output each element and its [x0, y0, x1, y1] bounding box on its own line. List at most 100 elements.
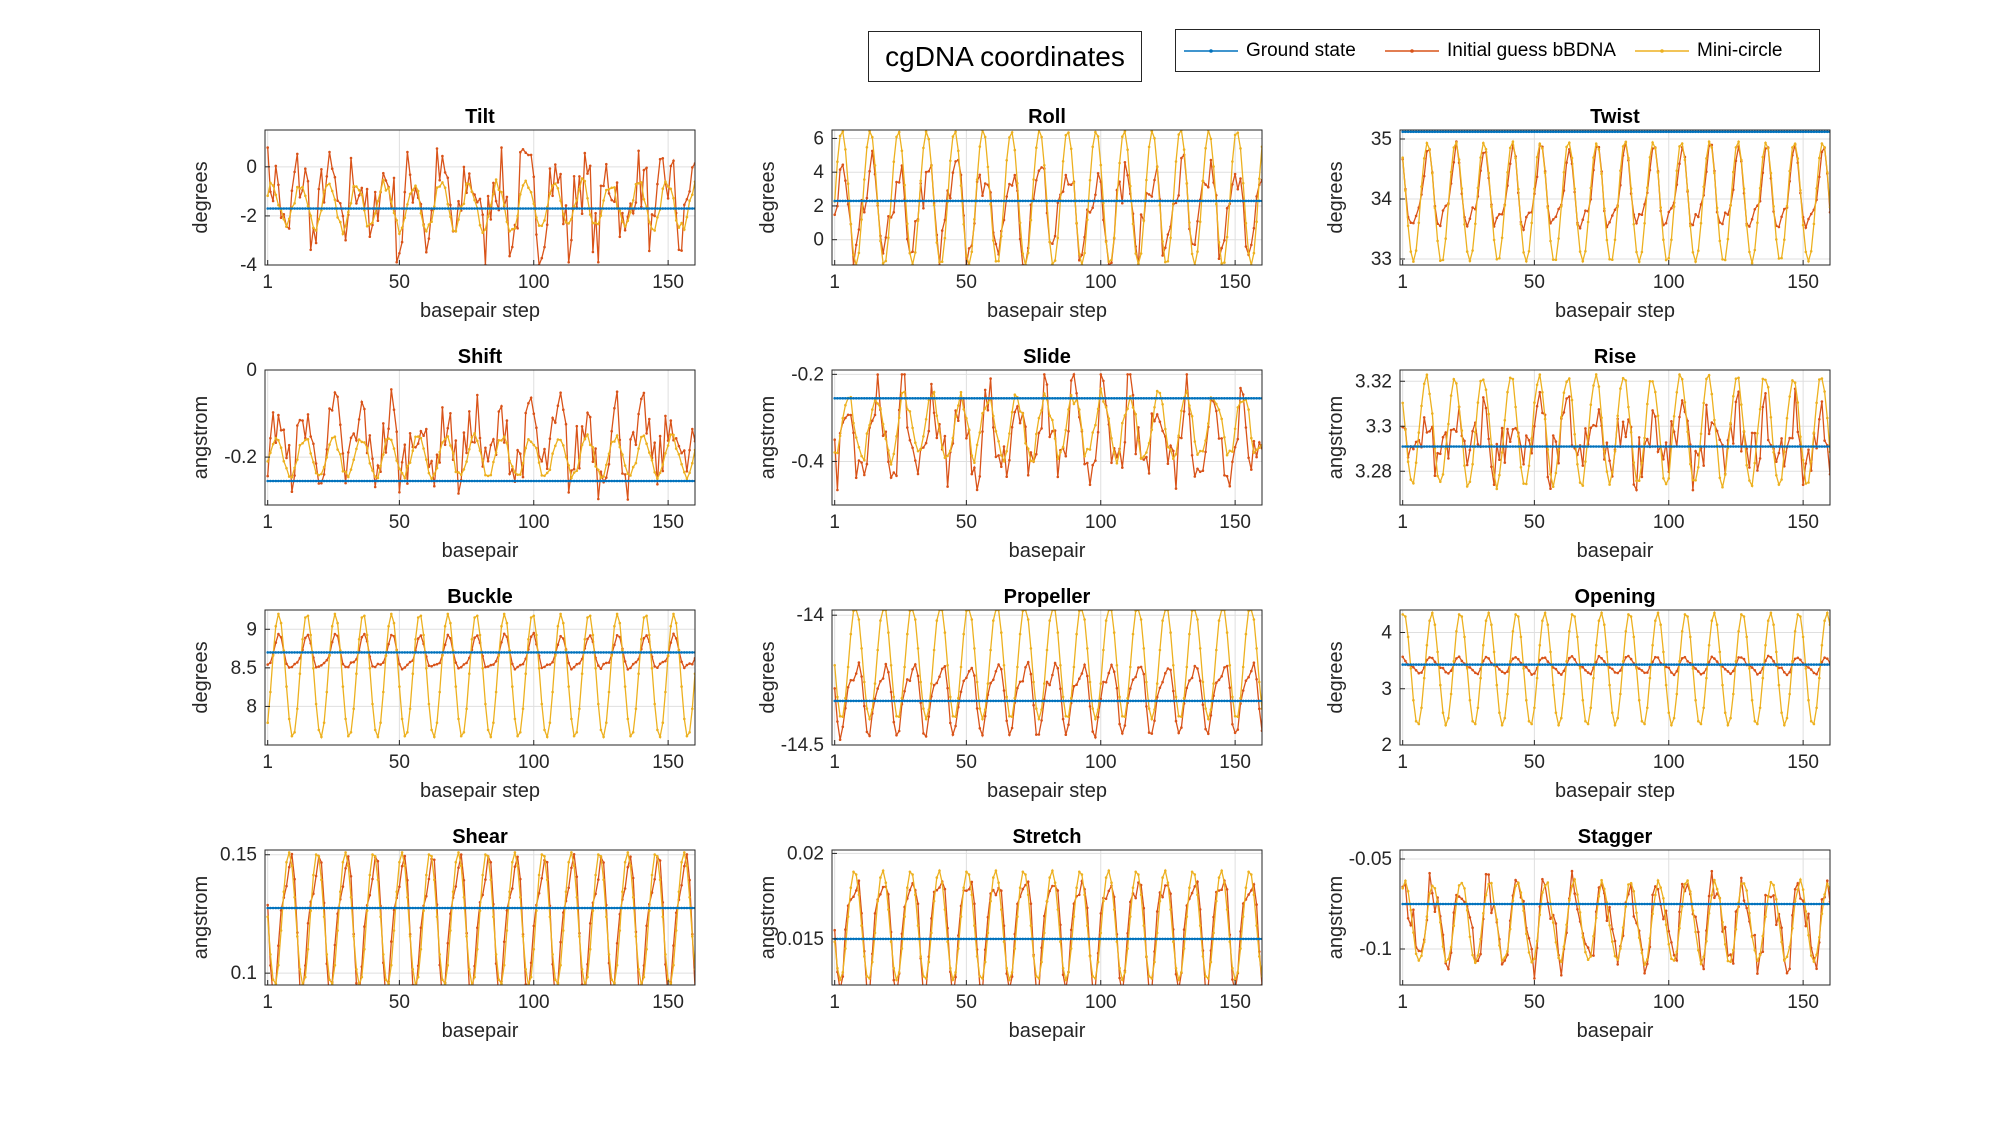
shift-point — [575, 469, 579, 473]
opening-point — [1490, 623, 1493, 626]
opening-point — [1557, 663, 1560, 666]
twist-point — [1479, 156, 1482, 159]
buckle-point — [551, 660, 554, 664]
shear-point — [368, 873, 372, 877]
twist-point — [1718, 130, 1722, 134]
slide-point — [857, 459, 861, 462]
shear-point — [519, 877, 522, 881]
slide-series-mini-circle — [833, 387, 1262, 466]
slide-point — [1086, 397, 1089, 400]
slide-point — [1204, 439, 1207, 442]
slide-point — [935, 397, 939, 400]
shear-point — [266, 906, 270, 910]
twist-point — [1578, 226, 1582, 230]
shear-point — [449, 929, 452, 932]
opening-point — [1659, 623, 1662, 626]
tilt-point — [545, 223, 549, 226]
twist-point — [1592, 156, 1595, 159]
rise-point — [1401, 401, 1404, 405]
rise-point — [1667, 445, 1671, 448]
shift-point — [446, 435, 450, 438]
tilt-point — [333, 175, 337, 179]
buckle-point — [403, 651, 407, 654]
twist-point — [1500, 236, 1504, 240]
propeller-point — [897, 699, 901, 703]
twist-point — [1603, 130, 1606, 134]
propeller-point — [857, 661, 861, 664]
tilt-point — [537, 224, 541, 227]
shift-point — [330, 479, 334, 483]
slide-point — [895, 474, 898, 478]
slide-point — [997, 397, 1000, 400]
propeller-point — [833, 687, 836, 690]
shift-point — [484, 473, 487, 477]
propeller-point — [871, 699, 874, 703]
roll-point — [1040, 166, 1043, 169]
twist-point — [1498, 212, 1501, 216]
rise-point — [1791, 436, 1794, 440]
buckle-point — [631, 662, 635, 666]
rise-point — [1449, 445, 1453, 448]
propeller-point — [860, 647, 863, 650]
shift-point — [658, 434, 662, 438]
propeller-point — [1244, 632, 1248, 636]
rise-point — [1455, 445, 1458, 448]
buckle-point — [674, 651, 678, 654]
roll-xlabel: basepair step — [987, 300, 1107, 322]
opening-point — [1791, 663, 1794, 666]
opening-point — [1629, 615, 1633, 618]
shift-point — [416, 479, 420, 483]
buckle-point — [454, 685, 458, 688]
tilt-point — [443, 171, 447, 174]
shear-point — [666, 978, 670, 981]
propeller-ylabel: degrees — [757, 641, 779, 713]
shear-point — [680, 884, 683, 887]
roll-point — [852, 253, 855, 257]
slide-xtick-label: 100 — [1085, 512, 1117, 533]
slide-point — [895, 397, 898, 400]
tilt-point — [618, 207, 622, 210]
tilt-point — [373, 212, 377, 215]
twist-xtick-label: 1 — [1397, 272, 1408, 293]
propeller-point — [895, 714, 898, 718]
shift-point — [360, 440, 364, 444]
tilt-point — [360, 207, 364, 210]
propeller-point — [1104, 699, 1108, 703]
roll-point — [1177, 133, 1180, 136]
slide-line-mini-circle — [834, 388, 1262, 465]
shear-point — [484, 878, 487, 881]
opening-point — [1699, 722, 1703, 726]
shift-point — [486, 459, 490, 463]
twist-point — [1468, 217, 1472, 220]
rise-point — [1772, 445, 1775, 448]
propeller-point — [1048, 683, 1051, 687]
shift-point — [618, 438, 622, 442]
roll-point — [1013, 199, 1017, 203]
twist-point — [1487, 130, 1490, 134]
rise-point — [1621, 445, 1625, 448]
opening-point — [1826, 657, 1829, 660]
buckle-point — [578, 662, 581, 665]
slide-point — [1212, 397, 1215, 400]
shear-point — [468, 968, 471, 971]
twist-point — [1659, 130, 1662, 134]
shift-point — [680, 451, 683, 455]
buckle-point — [674, 637, 678, 640]
tilt-point — [304, 194, 307, 198]
propeller-point — [935, 699, 939, 703]
tilt-point — [360, 186, 364, 190]
twist-point — [1750, 130, 1754, 134]
twist-point — [1748, 250, 1751, 254]
rise-point — [1826, 416, 1829, 420]
twist-point — [1565, 130, 1568, 134]
rise-point — [1592, 384, 1595, 387]
rise-point — [1551, 445, 1555, 448]
opening-point — [1498, 663, 1501, 666]
slide-point — [868, 397, 871, 400]
shift-point — [631, 479, 635, 483]
tilt-point — [379, 190, 382, 193]
shear-point — [674, 929, 678, 932]
tilt-point — [634, 207, 638, 210]
buckle-point — [540, 666, 544, 670]
buckle-point — [427, 664, 431, 667]
